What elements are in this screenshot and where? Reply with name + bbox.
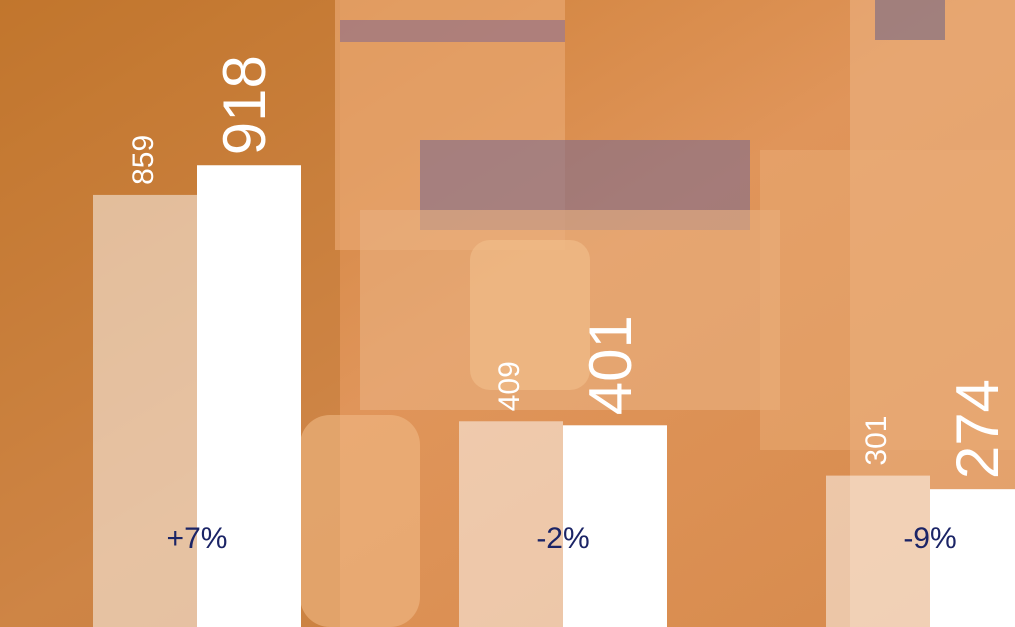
change-label: -9% [903, 522, 956, 555]
chart: 859 918 +7% 409 401 -2% 301 274 -9% [0, 0, 1015, 627]
value-label: 859 [127, 135, 160, 185]
change-label: -2% [536, 522, 589, 555]
value-label: 301 [860, 416, 893, 466]
bar [930, 489, 1015, 627]
page: {"chart_data": {"type": "bar", "categori… [0, 0, 1015, 627]
value-label: 401 [577, 315, 644, 415]
bar [93, 195, 197, 627]
value-label: 409 [493, 361, 526, 411]
value-label: 274 [944, 379, 1011, 479]
change-label: +7% [167, 522, 228, 555]
bar [197, 165, 301, 627]
value-label: 918 [211, 55, 278, 155]
